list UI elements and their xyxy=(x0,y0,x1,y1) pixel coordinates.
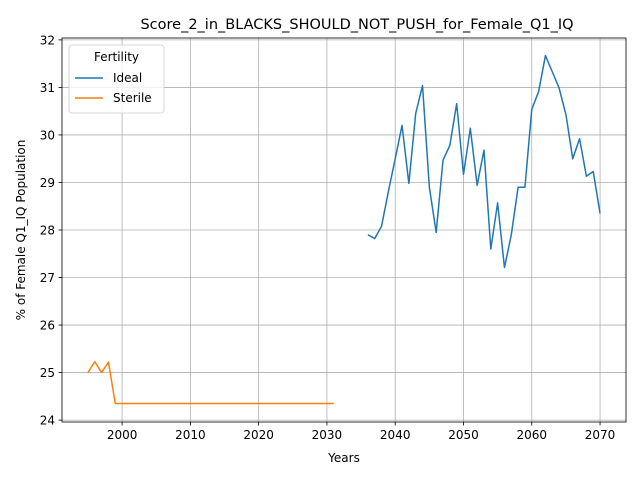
y-tick-label: 32 xyxy=(40,33,55,47)
x-tick-label: 2070 xyxy=(585,428,616,442)
series-line-sterile xyxy=(87,360,334,405)
x-tick-label: 2040 xyxy=(380,428,411,442)
legend-label-ideal: Ideal xyxy=(113,71,142,85)
y-tick-label: 26 xyxy=(40,319,55,333)
x-axis-label: Years xyxy=(327,451,360,465)
series-line-ideal xyxy=(367,54,601,269)
series-lines xyxy=(87,54,601,405)
y-tick-label: 29 xyxy=(40,176,55,190)
grid-lines xyxy=(62,38,626,422)
x-tick-label: 2000 xyxy=(107,428,138,442)
legend-title: Fertility xyxy=(94,50,139,64)
x-tick-label: 2020 xyxy=(243,428,274,442)
x-tick-label: 2010 xyxy=(175,428,206,442)
x-tick-label: 2050 xyxy=(448,428,479,442)
y-tick-label: 27 xyxy=(40,271,55,285)
y-tick-label: 24 xyxy=(40,414,55,428)
y-axis-label: % of Female Q1_IQ Population xyxy=(14,140,28,321)
x-tick-label: 2030 xyxy=(312,428,343,442)
y-axis-ticks: 24 25 26 27 28 29 30 31 32 xyxy=(40,33,62,428)
legend: Fertility Ideal Sterile xyxy=(68,44,165,114)
x-tick-label: 2060 xyxy=(516,428,547,442)
chart-title: Score_2_in_BLACKS_SHOULD_NOT_PUSH_for_Fe… xyxy=(140,17,573,33)
legend-box xyxy=(68,44,165,114)
y-tick-label: 25 xyxy=(40,366,55,380)
x-axis-ticks: 2000 2010 2020 2030 2040 2050 2060 2070 xyxy=(107,422,616,442)
legend-label-sterile: Sterile xyxy=(113,91,152,105)
y-tick-label: 28 xyxy=(40,224,55,238)
y-tick-label: 31 xyxy=(40,81,55,95)
y-tick-label: 30 xyxy=(40,128,55,142)
